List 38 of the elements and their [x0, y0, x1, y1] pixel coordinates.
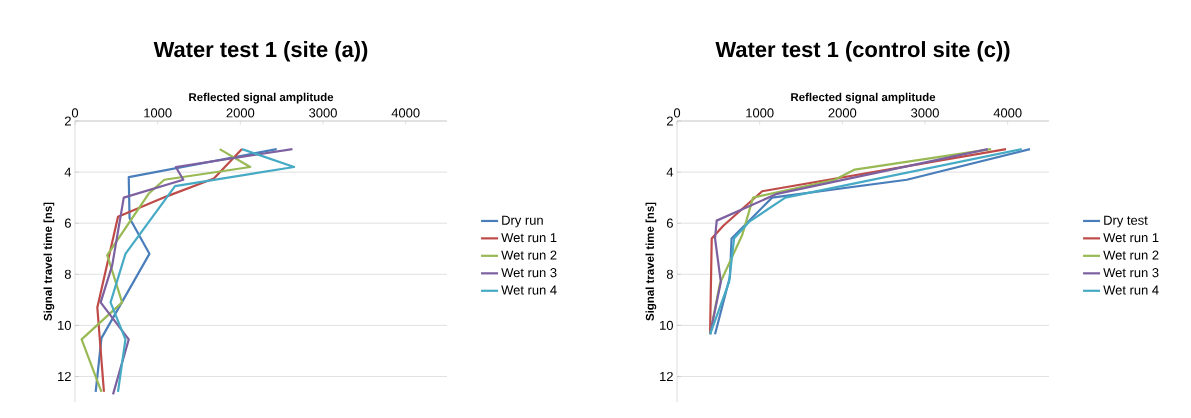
- y-tick-label: 4: [64, 167, 72, 177]
- y-tick-label: 4: [666, 167, 674, 177]
- y-tick-label: 8: [64, 269, 71, 279]
- y-tick-label: 10: [660, 320, 673, 330]
- legend-label: Wet run 1: [1103, 233, 1159, 243]
- y-tick-label: 6: [666, 218, 673, 228]
- y-tick-label: 12: [660, 371, 673, 381]
- legend-label: Wet run 2: [501, 250, 557, 260]
- x-tick-label: 3000: [911, 108, 939, 118]
- x-tick-label: 4000: [993, 108, 1022, 118]
- y-axis-title: Signal travel time [ns]: [43, 202, 55, 321]
- legend-label: Wet run 3: [501, 268, 557, 278]
- legend-label: Wet run 2: [1103, 250, 1159, 260]
- y-tick-label: 2: [64, 116, 71, 126]
- y-tick-label: 8: [666, 269, 673, 279]
- legend-label: Wet run 1: [501, 233, 557, 243]
- legend-label: Dry test: [1104, 215, 1148, 228]
- x-axis-title: Reflected signal amplitude: [189, 92, 334, 104]
- x-tick-label: 3000: [309, 108, 337, 118]
- y-tick-label: 12: [58, 371, 71, 381]
- legend-label: Wet run 4: [1103, 285, 1159, 295]
- x-tick-label: 1000: [746, 108, 774, 118]
- y-tick-label: 10: [58, 320, 71, 330]
- y-axis-title: Signal travel time [ns]: [645, 202, 657, 321]
- x-tick-label: 2000: [226, 108, 255, 118]
- legend-label: Dry run: [502, 215, 543, 228]
- x-tick-label: 4000: [391, 108, 420, 118]
- chart-title: Water test 1 (control site (c)): [715, 41, 1010, 62]
- y-tick-label: 2: [666, 116, 673, 126]
- chart-title: Water test 1 (site (a)): [153, 41, 368, 62]
- x-tick-label: 0: [71, 108, 79, 118]
- x-tick-label: 2000: [828, 108, 857, 118]
- legend-label: Wet run 4: [501, 285, 557, 295]
- x-tick-label: 1000: [144, 108, 172, 118]
- x-tick-label: 0: [673, 108, 681, 118]
- x-axis-title: Reflected signal amplitude: [791, 92, 936, 104]
- y-tick-label: 6: [64, 218, 71, 228]
- legend-label: Wet run 3: [1103, 268, 1159, 278]
